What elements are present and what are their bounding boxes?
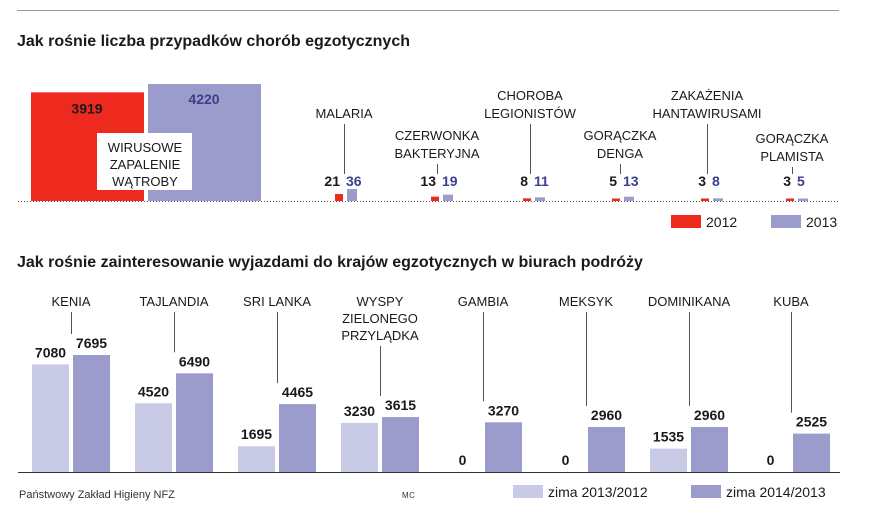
value-2013-cat-6: 5 [797, 173, 805, 189]
bar-2012-cat-2 [431, 196, 439, 201]
value-2013-cat-5: 8 [712, 173, 720, 189]
bar-winter-2014-2013-5 [588, 426, 625, 472]
category-label-cat-6: GORĄCZKA [756, 131, 829, 146]
bar-winter-2013-2012-0 [32, 364, 69, 472]
legend-swatch-winter-2014-2013 [691, 485, 721, 498]
bar-2013-cat-4 [624, 196, 634, 201]
category-label-4: GAMBIA [458, 294, 509, 309]
value-winter-2014-2013-1: 6490 [179, 353, 210, 369]
bar-winter-2013-2012-2 [238, 446, 275, 472]
bar-2012-cat-3 [523, 198, 531, 201]
value-winter-2013-2012-3: 3230 [344, 403, 375, 419]
bar-2013-cat-1 [347, 189, 357, 201]
value-2012-cat-2: 13 [420, 173, 436, 189]
category-label-cat-1: MALARIA [315, 106, 372, 121]
travel-chart: 7080 7695 KENIA 4520 6490 TAJLANDIA 1695 4465 SR… [18, 294, 840, 500]
bar-winter-2014-2013-0 [73, 355, 110, 472]
bar-winter-2013-2012-3 [341, 422, 378, 472]
category-label-cat-0: WĄTROBY [112, 174, 178, 189]
value-winter-2014-2013-4: 3270 [488, 402, 519, 418]
value-2012-cat-5: 3 [698, 173, 706, 189]
category-box-cat-0 [97, 133, 192, 190]
legend-swatch-2013 [771, 215, 801, 228]
category-label-cat-0: WIRUSOWE [108, 140, 183, 155]
bar-winter-2014-2013-1 [176, 373, 213, 472]
value-winter-2014-2013-5: 2960 [591, 407, 622, 423]
category-label-cat-2: BAKTERYJNA [394, 146, 479, 161]
value-2012-cat-3: 8 [520, 173, 528, 189]
value-winter-2014-2013-7: 2525 [796, 414, 827, 430]
bar-2012-cat-6 [786, 198, 794, 201]
travel-chart-title: Jak rośnie zainteresowanie wyjazdami do … [17, 254, 643, 271]
category-label-3: ZIELONEGO [342, 311, 418, 326]
bar-2013-cat-6 [798, 198, 808, 201]
legend-swatch-2012 [671, 215, 701, 228]
value-winter-2013-2012-5: 0 [562, 452, 570, 468]
bar-2012-cat-5 [701, 198, 709, 201]
value-winter-2013-2012-0: 7080 [35, 344, 66, 360]
bar-winter-2013-2012-1 [135, 403, 172, 472]
top-rule [17, 10, 839, 11]
value-winter-2014-2013-0: 7695 [76, 335, 107, 351]
category-label-cat-3: LEGIONISTÓW [484, 106, 576, 121]
bar-2012-cat-1 [335, 194, 343, 201]
category-label-cat-2: CZERWONKA [395, 128, 480, 143]
category-label-7: KUBA [773, 294, 809, 309]
bar-winter-2014-2013-2 [279, 404, 316, 472]
value-2013-cat-4: 13 [623, 173, 639, 189]
category-label-3: PRZYLĄDKA [341, 328, 419, 343]
value-winter-2013-2012-1: 4520 [138, 383, 169, 399]
bar-2013-cat-2 [443, 194, 453, 201]
value-winter-2013-2012-2: 1695 [241, 426, 272, 442]
category-label-3: WYSPY [357, 294, 404, 309]
legend-label-winter-2013-2012: zima 2013/2012 [548, 484, 648, 500]
category-label-5: MEKSYK [559, 294, 614, 309]
category-label-cat-4: DENGA [597, 146, 644, 161]
value-2012-cat-1: 21 [324, 173, 340, 189]
diseases-chart: 3919 4220 WIRUSOWE ZAPALENIE WĄTROBY 21 36 MALA… [18, 84, 840, 230]
category-label-cat-0: ZAPALENIE [110, 157, 181, 172]
value-2013-cat-1: 36 [346, 173, 362, 189]
value-winter-2014-2013-2: 4465 [282, 384, 313, 400]
category-label-6: DOMINIKANA [648, 294, 731, 309]
value-2013-cat-0: 4220 [188, 91, 219, 107]
bar-2012-cat-4 [612, 198, 620, 201]
bar-winter-2014-2013-3 [382, 417, 419, 472]
category-label-cat-6: PLAMISTA [760, 149, 824, 164]
bar-winter-2013-2012-6 [650, 448, 687, 472]
category-label-2: SRI LANKA [243, 294, 311, 309]
category-label-cat-3: CHOROBA [497, 88, 563, 103]
source-label: Państwowy Zakład Higieny NFZ [19, 489, 175, 501]
category-label-cat-5: ZAKAŻENIA [671, 88, 744, 103]
category-label-cat-5: HANTAWIRUSAMI [652, 106, 761, 121]
diseases-chart-title: Jak rośnie liczba przypadków chorób egzo… [17, 33, 410, 50]
value-winter-2013-2012-7: 0 [767, 452, 775, 468]
bar-winter-2014-2013-4 [485, 422, 522, 472]
value-winter-2013-2012-6: 1535 [653, 429, 684, 445]
value-2012-cat-4: 5 [609, 173, 617, 189]
bar-winter-2014-2013-6 [691, 426, 728, 472]
value-2012-cat-6: 3 [783, 173, 791, 189]
bar-2013-cat-5 [713, 198, 723, 201]
legend-label-2013: 2013 [806, 214, 837, 230]
author-label: MC [402, 491, 416, 500]
category-label-1: TAJLANDIA [139, 294, 208, 309]
value-2013-cat-2: 19 [442, 173, 458, 189]
category-label-cat-4: GORĄCZKA [584, 128, 657, 143]
bar-2013-cat-3 [535, 197, 545, 201]
value-winter-2014-2013-6: 2960 [694, 407, 725, 423]
legend-swatch-winter-2013-2012 [513, 485, 543, 498]
category-label-0: KENIA [51, 294, 90, 309]
value-winter-2014-2013-3: 3615 [385, 397, 416, 413]
value-2013-cat-3: 11 [534, 173, 549, 189]
value-winter-2013-2012-4: 0 [459, 452, 467, 468]
legend-label-winter-2014-2013: zima 2014/2013 [726, 484, 826, 500]
value-2012-cat-0: 3919 [71, 100, 102, 116]
bar-winter-2014-2013-7 [793, 433, 830, 472]
legend-label-2012: 2012 [706, 214, 737, 230]
